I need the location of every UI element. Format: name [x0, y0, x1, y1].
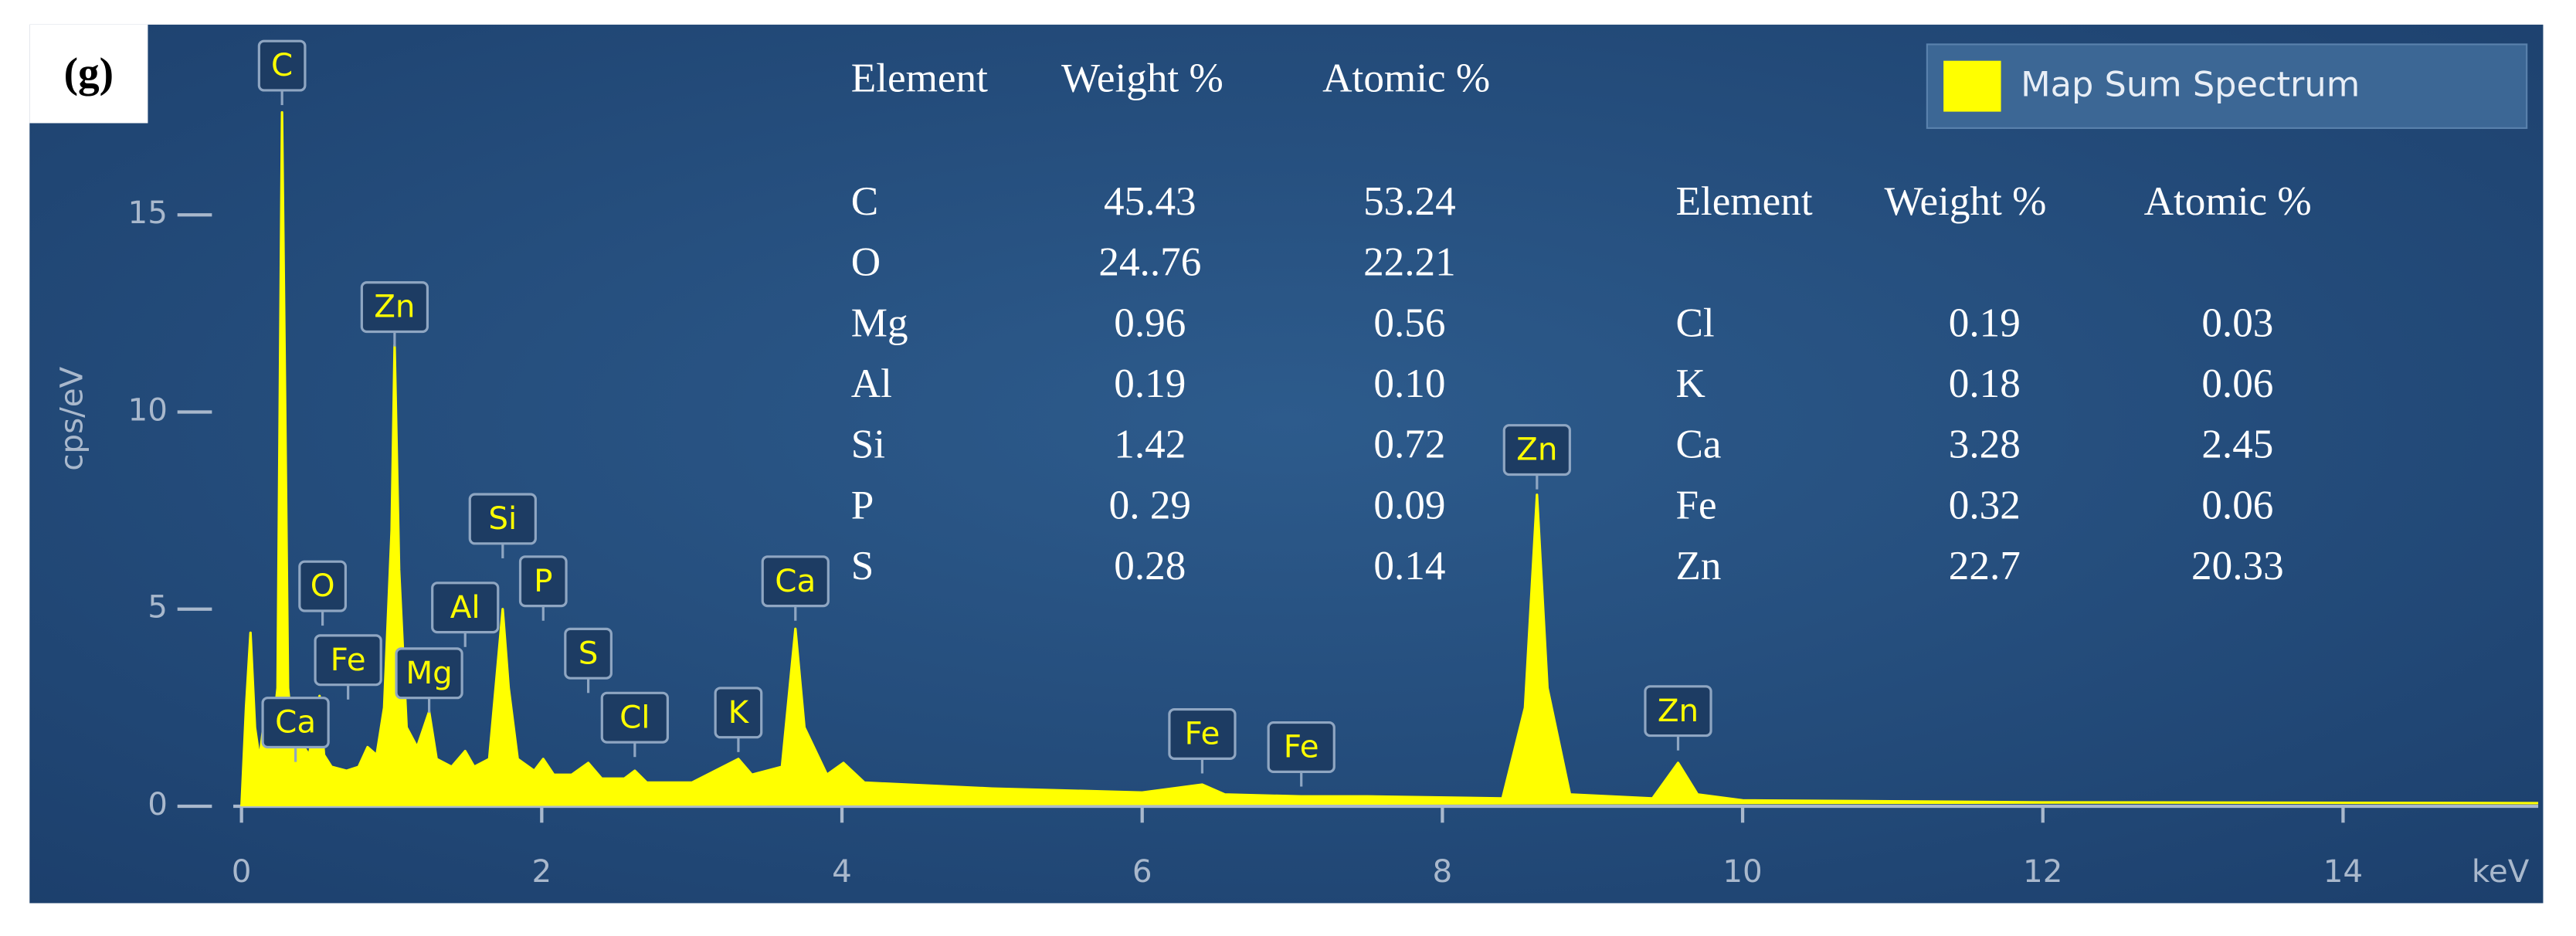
table-cell: 1.42 — [1114, 422, 1186, 467]
table-cell: Si — [851, 422, 885, 467]
peak-label-box — [600, 691, 669, 744]
y-tick-label: 10 — [128, 391, 168, 428]
table-cell: P — [851, 483, 874, 527]
peak-label-box — [518, 555, 568, 608]
table-cell: 0.28 — [1114, 544, 1186, 588]
table-cell: Cl — [1675, 300, 1714, 345]
table-cell: 45.43 — [1104, 179, 1196, 224]
table-cell: 0.32 — [1949, 483, 2021, 527]
x-tick-label: 12 — [2023, 853, 2062, 890]
peak-label-box — [314, 634, 382, 687]
peak-label: Zn — [374, 288, 415, 325]
x-tick-label: 2 — [531, 853, 552, 890]
peak-label-box — [261, 697, 330, 749]
table-cell: 0.18 — [1949, 361, 2021, 406]
table-cell: 0.96 — [1114, 300, 1186, 345]
table-cell: Al — [851, 361, 892, 406]
table-cell: 0.06 — [2201, 361, 2273, 406]
y-tick-label: 15 — [128, 194, 168, 231]
peak-label: Zn — [1658, 692, 1699, 729]
x-axis-label: keV — [2472, 853, 2530, 890]
x-tick-label: 6 — [1132, 853, 1152, 890]
table-cell: 0.03 — [2201, 300, 2273, 345]
peak-label: C — [271, 46, 293, 83]
peak-label-box — [468, 493, 537, 545]
x-tick-label: 4 — [832, 853, 852, 890]
peak-label: Ca — [275, 704, 316, 741]
table-cell: 3.28 — [1949, 422, 2021, 467]
table-cell: 0.56 — [1373, 300, 1445, 345]
table-cell: K — [1675, 361, 1705, 406]
x-tick-label: 14 — [2323, 853, 2363, 890]
table-cell: Fe — [1675, 483, 1716, 527]
y-axis-label: cps/eV — [53, 366, 90, 470]
y-tick-label: 5 — [148, 588, 168, 626]
table-header: Weight % — [1061, 56, 1224, 101]
table-cell: S — [851, 544, 874, 588]
x-tick-label: 8 — [1433, 853, 1453, 890]
peak-label: P — [534, 562, 552, 599]
peak-label: Mg — [406, 654, 453, 691]
peak-label-box — [257, 39, 307, 92]
table-header: Atomic % — [1322, 56, 1490, 101]
table-cell: 53.24 — [1363, 179, 1456, 224]
peak-label-box — [298, 560, 347, 612]
table-cell: 24..76 — [1098, 240, 1201, 285]
table-cell: 0.14 — [1373, 544, 1445, 588]
table-cell: 22.21 — [1363, 240, 1456, 285]
x-tick-label: 0 — [232, 853, 252, 890]
table-cell: C — [851, 179, 878, 224]
peak-label-box — [395, 647, 463, 700]
table-cell: 0.19 — [1114, 361, 1186, 406]
table-header: Weight % — [1885, 179, 2047, 224]
peak-label-box — [1267, 721, 1336, 773]
table-cell: 0.19 — [1949, 300, 2021, 345]
peak-label: O — [311, 567, 335, 604]
table-cell: Zn — [1675, 544, 1721, 588]
peak-label-box — [431, 582, 500, 634]
table-cell: 0.06 — [2201, 483, 2273, 527]
peak-label: Zn — [1516, 431, 1557, 468]
peak-label-box — [714, 687, 763, 739]
table-header: Element — [851, 56, 988, 101]
panel-label-box — [29, 24, 148, 124]
peak-label-box — [1644, 685, 1712, 738]
table-cell: Ca — [1675, 422, 1721, 467]
table-cell: 0. 29 — [1109, 483, 1191, 527]
peak-label: Al — [450, 588, 480, 626]
panel-label: (g) — [64, 49, 114, 97]
table-header: Atomic % — [2144, 179, 2312, 224]
peak-label-box — [761, 555, 830, 608]
table-cell: Mg — [851, 300, 908, 345]
peak-label: S — [579, 634, 599, 671]
y-tick-label: 0 — [148, 785, 168, 822]
legend-swatch — [1943, 60, 2001, 112]
legend-label: Map Sum Spectrum — [2021, 65, 2360, 105]
table-cell: 0.72 — [1373, 422, 1445, 467]
peak-label: Ca — [775, 562, 816, 599]
peak-label-box — [1168, 707, 1237, 760]
peak-label: K — [728, 694, 750, 731]
peak-label: Si — [488, 500, 517, 537]
table-cell: O — [851, 240, 881, 285]
peak-label-box — [360, 281, 429, 334]
peak-label: Fe — [1185, 715, 1220, 752]
peak-label: Fe — [331, 641, 366, 678]
table-header: Element — [1675, 179, 1812, 224]
peak-label-box — [1502, 424, 1571, 476]
peak-label: Cl — [619, 698, 650, 735]
table-cell: 2.45 — [2201, 422, 2273, 467]
legend-box — [1926, 43, 2528, 129]
x-tick-label: 10 — [1722, 853, 1762, 890]
table-cell: 0.10 — [1373, 361, 1445, 406]
peak-label-box — [564, 627, 613, 680]
peak-label: Fe — [1284, 728, 1319, 765]
table-cell: 20.33 — [2191, 544, 2284, 588]
table-cell: 0.09 — [1373, 483, 1445, 527]
table-cell: 22.7 — [1949, 544, 2021, 588]
